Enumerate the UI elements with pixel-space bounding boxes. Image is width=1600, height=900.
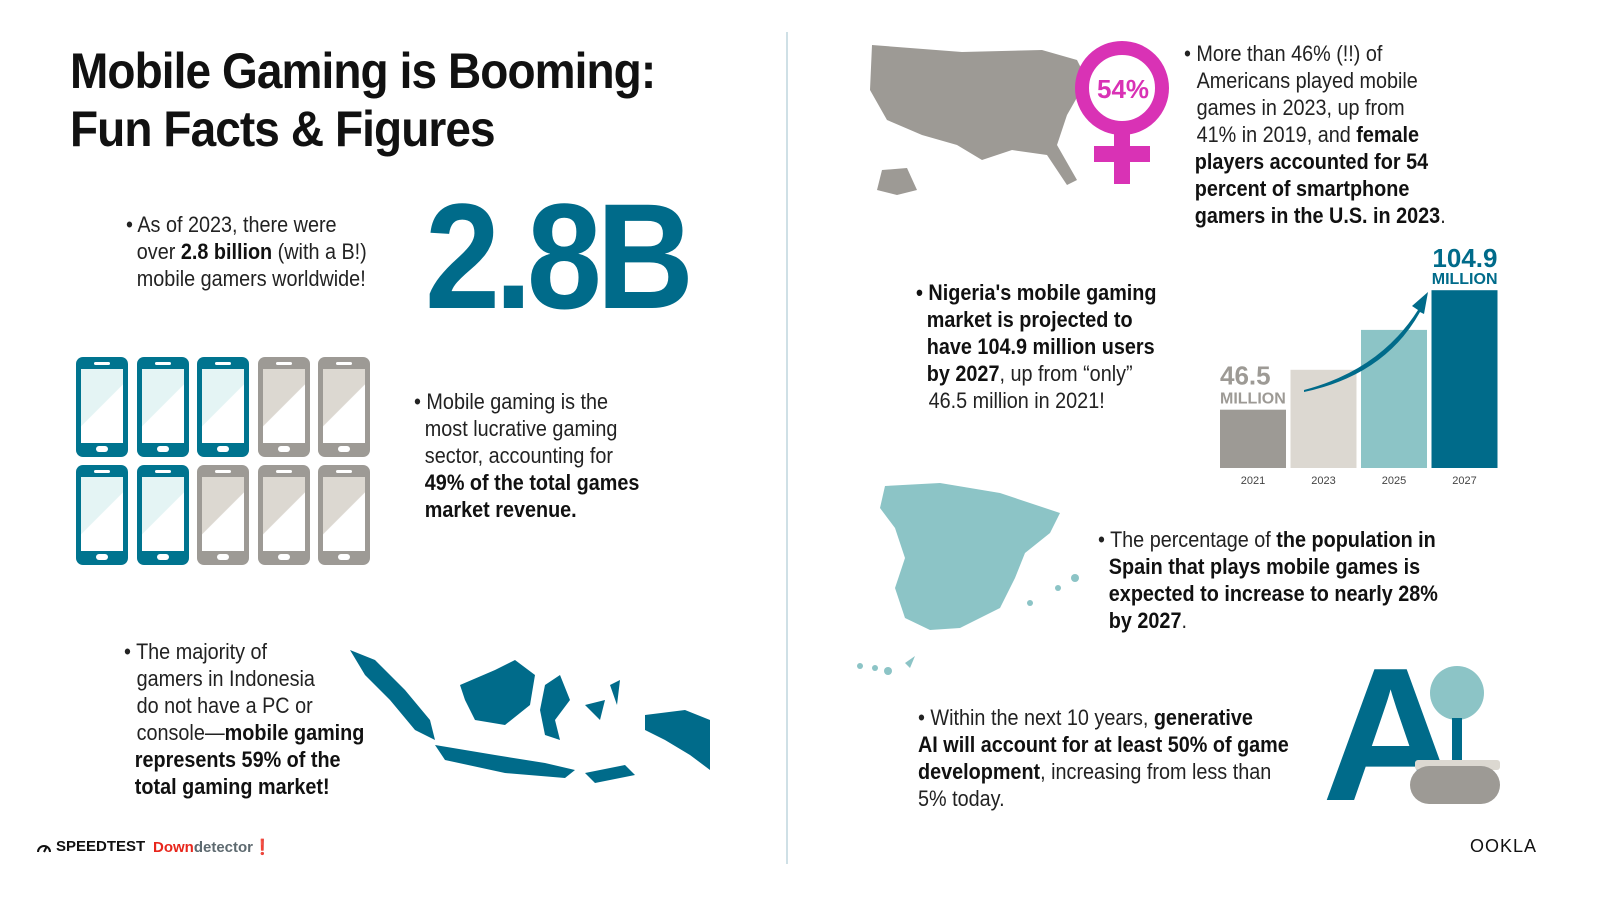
phone-icon xyxy=(197,357,249,457)
data-label-unit: MILLION xyxy=(1220,391,1286,408)
joystick-icon xyxy=(1410,666,1500,804)
fact-usa: • More than 46% (!!) of Americans played… xyxy=(1184,40,1446,229)
alert-icon: ❗ xyxy=(253,839,272,856)
fact-text: Americans played mobile xyxy=(1196,68,1418,93)
fact-text: 41% in 2019, and xyxy=(1196,122,1357,147)
fact-text: 46.5 million in 2021! xyxy=(928,388,1105,413)
bar-2021 xyxy=(1220,409,1286,468)
fact-spain: • The percentage of the population in Sp… xyxy=(1098,526,1438,634)
fact-bold: by 2027 xyxy=(926,361,1000,386)
downdetector-logo: Downdetector❗ xyxy=(153,838,272,856)
fact-text: • The percentage of xyxy=(1098,527,1277,552)
fact-text: sector, accounting for xyxy=(424,443,614,468)
down-text: Down xyxy=(153,839,194,856)
fact-text: , increasing from less than xyxy=(1040,759,1272,784)
fact-bold: market revenue. xyxy=(424,497,577,522)
fact-bold: AI will account for at least 50% of game xyxy=(918,732,1289,757)
big-number: 2.8B xyxy=(425,172,694,340)
female-percent-badge: 54% xyxy=(1097,74,1150,104)
fact-bold: have 104.9 million users xyxy=(926,334,1155,359)
data-label-value: 46.5 xyxy=(1220,361,1271,391)
fact-text: • The majority of xyxy=(124,639,268,664)
ookla-logo: OOKLA xyxy=(1470,836,1538,856)
fact-bold: percent of smartphone xyxy=(1194,176,1410,201)
phone-icon xyxy=(318,357,370,457)
phone-icon xyxy=(136,357,189,457)
phone-icon xyxy=(257,465,310,565)
fact-bold: 49% of the total games xyxy=(424,470,640,495)
fact-bold: total gaming market! xyxy=(134,774,330,799)
x-tick-label: 2025 xyxy=(1382,475,1406,487)
gauge-icon xyxy=(37,844,51,852)
fact-text: • As of 2023, there were xyxy=(126,212,337,237)
title-line-1: Mobile Gaming is Booming: xyxy=(70,43,656,99)
phone-icon xyxy=(197,465,249,565)
phone-icon xyxy=(76,465,128,565)
fact-text: (with a B!) xyxy=(272,239,367,264)
x-tick-label: 2027 xyxy=(1452,475,1476,487)
fact-bold: expected to increase to nearly 28% xyxy=(1108,581,1438,606)
fact-text: most lucrative gaming xyxy=(424,416,618,441)
column-divider xyxy=(786,32,788,864)
x-tick-label: 2021 xyxy=(1241,475,1265,487)
fact-bold: • Nigeria's mobile gaming xyxy=(916,280,1157,305)
fact-text: games in 2023, up from xyxy=(1196,95,1405,120)
female-symbol-icon xyxy=(1075,41,1169,184)
speedtest-logo: SPEEDTEST xyxy=(36,838,145,855)
data-label-unit: MILLION xyxy=(1432,271,1498,288)
page-title: Mobile Gaming is Booming: Fun Facts & Fi… xyxy=(70,42,656,158)
fact-bold: players accounted for 54 xyxy=(1194,149,1429,174)
fact-bold: the population in xyxy=(1276,527,1436,552)
fact-text: • Within the next 10 years, xyxy=(918,705,1154,730)
fact-bold: Spain that plays mobile games is xyxy=(1108,554,1421,579)
x-tick-label: 2023 xyxy=(1311,475,1335,487)
fact-bold: gamers in the U.S. in 2023 xyxy=(1194,203,1441,228)
phone-icon xyxy=(257,357,310,457)
fact-text: . xyxy=(1181,608,1187,633)
fact-revenue: • Mobile gaming is the most lucrative ga… xyxy=(414,388,639,523)
fact-bold: market is projected to xyxy=(926,307,1133,332)
bar-2027 xyxy=(1431,290,1498,468)
bar-2025 xyxy=(1361,329,1427,468)
phone-icon xyxy=(136,465,189,565)
fact-text: gamers in Indonesia xyxy=(136,666,315,691)
fact-text: • More than 46% (!!) of xyxy=(1184,41,1383,66)
fact-bold: 2.8 billion xyxy=(180,239,273,264)
fact-bold: generative xyxy=(1153,705,1253,730)
fact-gamers: • As of 2023, there were over 2.8 billio… xyxy=(126,211,367,292)
indonesia-map-icon xyxy=(350,650,710,783)
fact-text: do not have a PC or xyxy=(136,693,313,718)
fact-text: • Mobile gaming is the xyxy=(414,389,609,414)
phone-icon xyxy=(76,357,128,457)
fact-bold: development xyxy=(918,759,1041,784)
speedtest-text: SPEEDTEST xyxy=(56,838,146,855)
fact-bold: represents 59% of the xyxy=(134,747,341,772)
fact-bold: female xyxy=(1356,122,1419,147)
usa-map-icon xyxy=(870,45,1087,195)
fact-ai: • Within the next 10 years, generative A… xyxy=(918,704,1289,812)
data-label-value: 104.9 xyxy=(1432,243,1497,273)
spain-map-icon xyxy=(857,483,1079,675)
phone-icon xyxy=(318,465,370,565)
title-line-2: Fun Facts & Figures xyxy=(70,101,496,157)
fact-text: . xyxy=(1440,203,1446,228)
phone-grid xyxy=(76,357,376,567)
fact-text: , up from “only” xyxy=(999,361,1133,386)
fact-nigeria: • Nigeria's mobile gaming market is proj… xyxy=(916,279,1156,414)
fact-text: 5% today. xyxy=(918,786,1005,811)
detector-text: detector xyxy=(193,839,254,856)
fact-text: console— xyxy=(136,720,225,745)
fact-indonesia: • The majority of gamers in Indonesia do… xyxy=(124,638,364,800)
fact-text: over xyxy=(136,239,181,264)
fact-bold: mobile gaming xyxy=(224,720,365,745)
fact-bold: by 2027 xyxy=(1108,608,1182,633)
fact-text: mobile gamers worldwide! xyxy=(136,266,366,291)
